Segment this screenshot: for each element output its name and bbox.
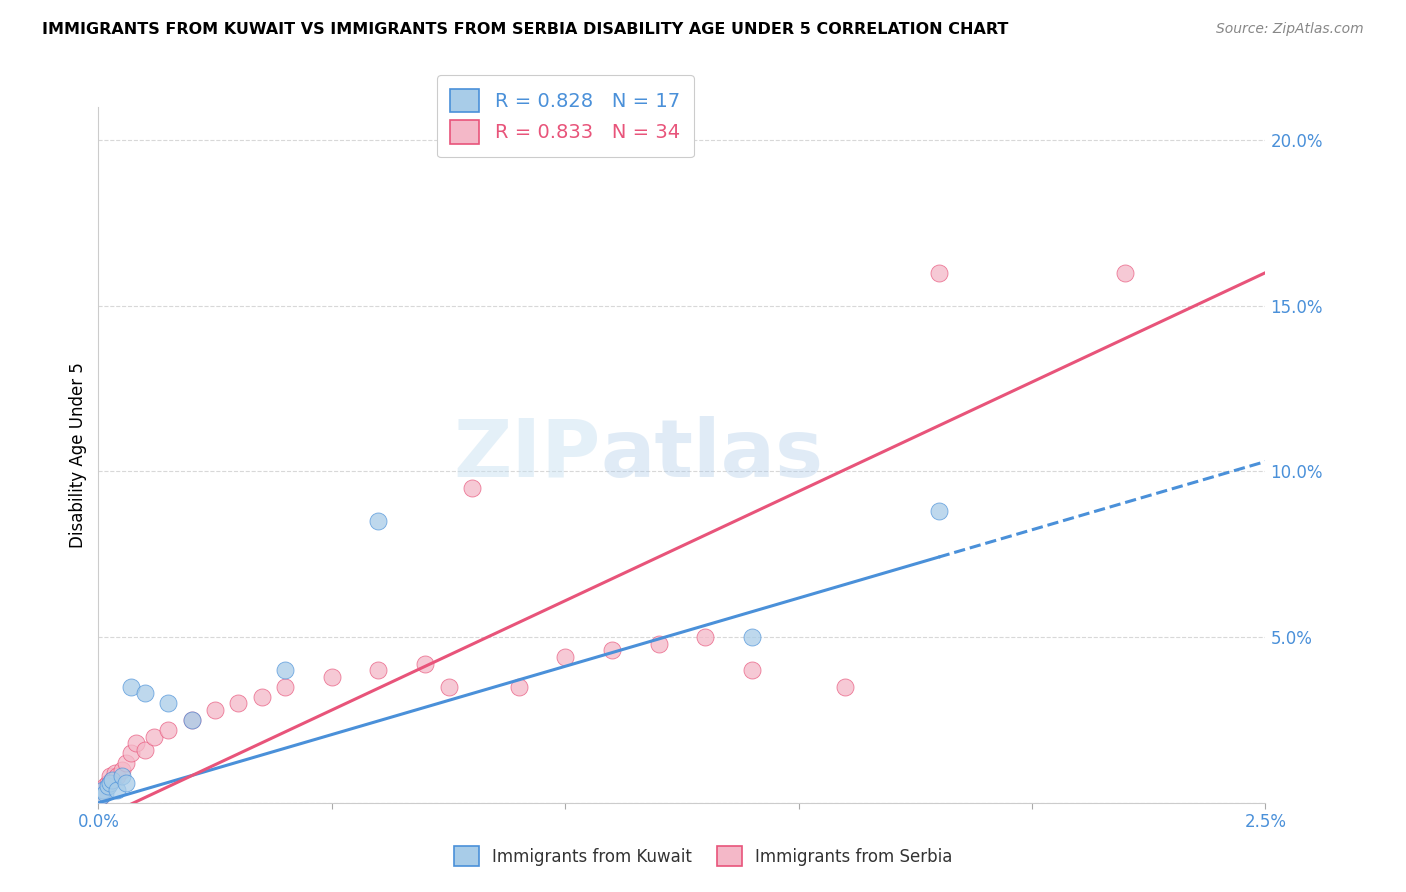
- Point: [115, 776, 138, 790]
- Point: [928, 504, 950, 518]
- Point: [90, 789, 112, 804]
- Legend: R = 0.828   N = 17, R = 0.833   N = 34: R = 0.828 N = 17, R = 0.833 N = 34: [437, 75, 693, 158]
- Point: [134, 743, 156, 757]
- Point: [125, 736, 148, 750]
- Text: Source: ZipAtlas.com: Source: ZipAtlas.com: [1216, 22, 1364, 37]
- Point: [928, 266, 950, 280]
- Point: [461, 481, 484, 495]
- Point: [180, 713, 202, 727]
- Point: [90, 789, 112, 804]
- Point: [115, 756, 138, 770]
- Point: [157, 697, 180, 711]
- Point: [98, 769, 121, 783]
- Point: [143, 730, 166, 744]
- Point: [741, 663, 763, 677]
- Point: [97, 779, 120, 793]
- Point: [834, 680, 856, 694]
- Point: [94, 779, 117, 793]
- Point: [437, 680, 460, 694]
- Point: [647, 637, 669, 651]
- Point: [98, 776, 121, 790]
- Point: [367, 514, 389, 528]
- Point: [104, 766, 127, 780]
- Point: [600, 643, 623, 657]
- Point: [321, 670, 343, 684]
- Legend: Immigrants from Kuwait, Immigrants from Serbia: Immigrants from Kuwait, Immigrants from …: [447, 839, 959, 873]
- Point: [94, 786, 117, 800]
- Point: [111, 769, 134, 783]
- Text: IMMIGRANTS FROM KUWAIT VS IMMIGRANTS FROM SERBIA DISABILITY AGE UNDER 5 CORRELAT: IMMIGRANTS FROM KUWAIT VS IMMIGRANTS FRO…: [42, 22, 1008, 37]
- Point: [134, 686, 156, 700]
- Point: [741, 630, 763, 644]
- Point: [105, 782, 128, 797]
- Point: [101, 772, 124, 787]
- Point: [180, 713, 202, 727]
- Point: [157, 723, 180, 737]
- Y-axis label: Disability Age Under 5: Disability Age Under 5: [69, 362, 87, 548]
- Point: [1114, 266, 1136, 280]
- Text: atlas: atlas: [600, 416, 824, 494]
- Point: [508, 680, 530, 694]
- Point: [105, 769, 128, 783]
- Point: [111, 763, 134, 777]
- Point: [204, 703, 226, 717]
- Point: [413, 657, 436, 671]
- Point: [367, 663, 389, 677]
- Point: [91, 782, 114, 797]
- Point: [120, 746, 142, 760]
- Point: [695, 630, 717, 644]
- Point: [250, 690, 273, 704]
- Point: [554, 650, 576, 665]
- Text: ZIP: ZIP: [453, 416, 600, 494]
- Point: [97, 776, 120, 790]
- Point: [101, 772, 124, 787]
- Point: [120, 680, 142, 694]
- Point: [274, 663, 297, 677]
- Point: [91, 782, 114, 797]
- Point: [228, 697, 250, 711]
- Point: [274, 680, 297, 694]
